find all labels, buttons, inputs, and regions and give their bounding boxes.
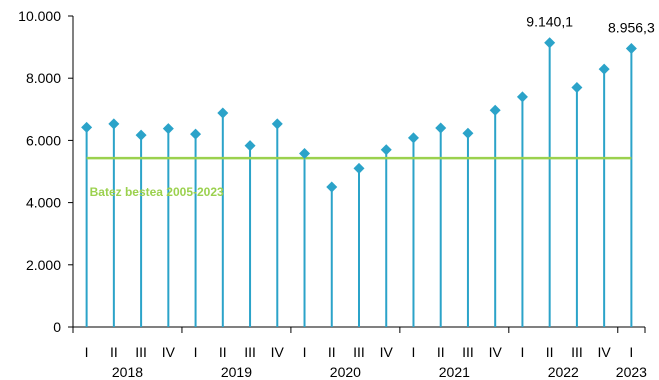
data-point-marker bbox=[244, 140, 256, 152]
x-tick-label: IV bbox=[271, 344, 285, 360]
x-tick-label: IV bbox=[598, 344, 612, 360]
data-point-marker bbox=[462, 127, 474, 139]
x-tick-label: III bbox=[353, 344, 365, 360]
data-label: 8.956,3 bbox=[608, 19, 655, 35]
data-point-marker bbox=[108, 118, 120, 130]
y-tick-label: 0 bbox=[53, 319, 61, 335]
data-point-marker bbox=[544, 37, 556, 49]
x-tick-label: II bbox=[546, 344, 554, 360]
data-label: 9.140,1 bbox=[526, 14, 573, 30]
y-tick-label: 2.000 bbox=[26, 257, 61, 273]
x-tick-label: II bbox=[219, 344, 227, 360]
data-point-marker bbox=[299, 147, 311, 159]
data-point-marker bbox=[81, 121, 93, 133]
y-tick-label: 10.000 bbox=[18, 8, 61, 24]
x-tick-label: II bbox=[437, 344, 445, 360]
stems bbox=[85, 42, 633, 327]
year-label: 2021 bbox=[439, 364, 470, 380]
x-tick-label: IV bbox=[380, 344, 394, 360]
x-tick-label: II bbox=[110, 344, 118, 360]
x-tick-label: I bbox=[85, 344, 89, 360]
year-label: 2022 bbox=[548, 364, 579, 380]
x-tick-label: III bbox=[135, 344, 147, 360]
data-point-marker bbox=[625, 42, 637, 54]
data-point-marker bbox=[135, 129, 147, 141]
year-label: 2023 bbox=[616, 364, 647, 380]
x-tick-label: IV bbox=[162, 344, 176, 360]
x-tick-label: III bbox=[462, 344, 474, 360]
data-point-marker bbox=[326, 181, 338, 193]
reference-line-group: Batez bestea 2005-2023 bbox=[86, 156, 632, 199]
x-tick-label: III bbox=[244, 344, 256, 360]
data-point-marker bbox=[217, 107, 229, 119]
data-point-marker bbox=[489, 104, 501, 116]
data-point-marker bbox=[571, 82, 583, 94]
axes: 0 2.000 4.000 6.000 8.000 10.000 bbox=[18, 8, 646, 335]
year-label: 2020 bbox=[330, 364, 361, 380]
data-point-marker bbox=[271, 118, 283, 130]
x-tick-label: I bbox=[629, 344, 633, 360]
x-tick-label: III bbox=[571, 344, 583, 360]
data-point-marker bbox=[353, 162, 365, 174]
y-tick-label: 6.000 bbox=[26, 132, 61, 148]
data-point-marker bbox=[162, 123, 174, 135]
x-tick-label: I bbox=[412, 344, 416, 360]
labels: I II III IV I II III IV I II III IV I II III IV I II III IV… bbox=[85, 14, 655, 380]
y-tick-label: 4.000 bbox=[26, 195, 61, 211]
data-point-marker bbox=[598, 63, 610, 75]
average-line-label: Batez bestea 2005-2023 bbox=[90, 185, 224, 199]
data-point-marker bbox=[380, 144, 392, 156]
data-point-marker bbox=[407, 132, 419, 144]
x-tick-label: I bbox=[303, 344, 307, 360]
year-label: 2019 bbox=[221, 364, 252, 380]
data-point-marker bbox=[190, 128, 202, 140]
year-label: 2018 bbox=[112, 364, 143, 380]
x-tick-label: IV bbox=[489, 344, 503, 360]
data-point-marker bbox=[516, 91, 528, 103]
markers bbox=[81, 37, 637, 193]
x-tick-label: II bbox=[328, 344, 336, 360]
data-point-marker bbox=[435, 122, 447, 134]
x-tick-label: I bbox=[194, 344, 198, 360]
y-tick-label: 8.000 bbox=[26, 70, 61, 86]
x-tick-label: I bbox=[520, 344, 524, 360]
